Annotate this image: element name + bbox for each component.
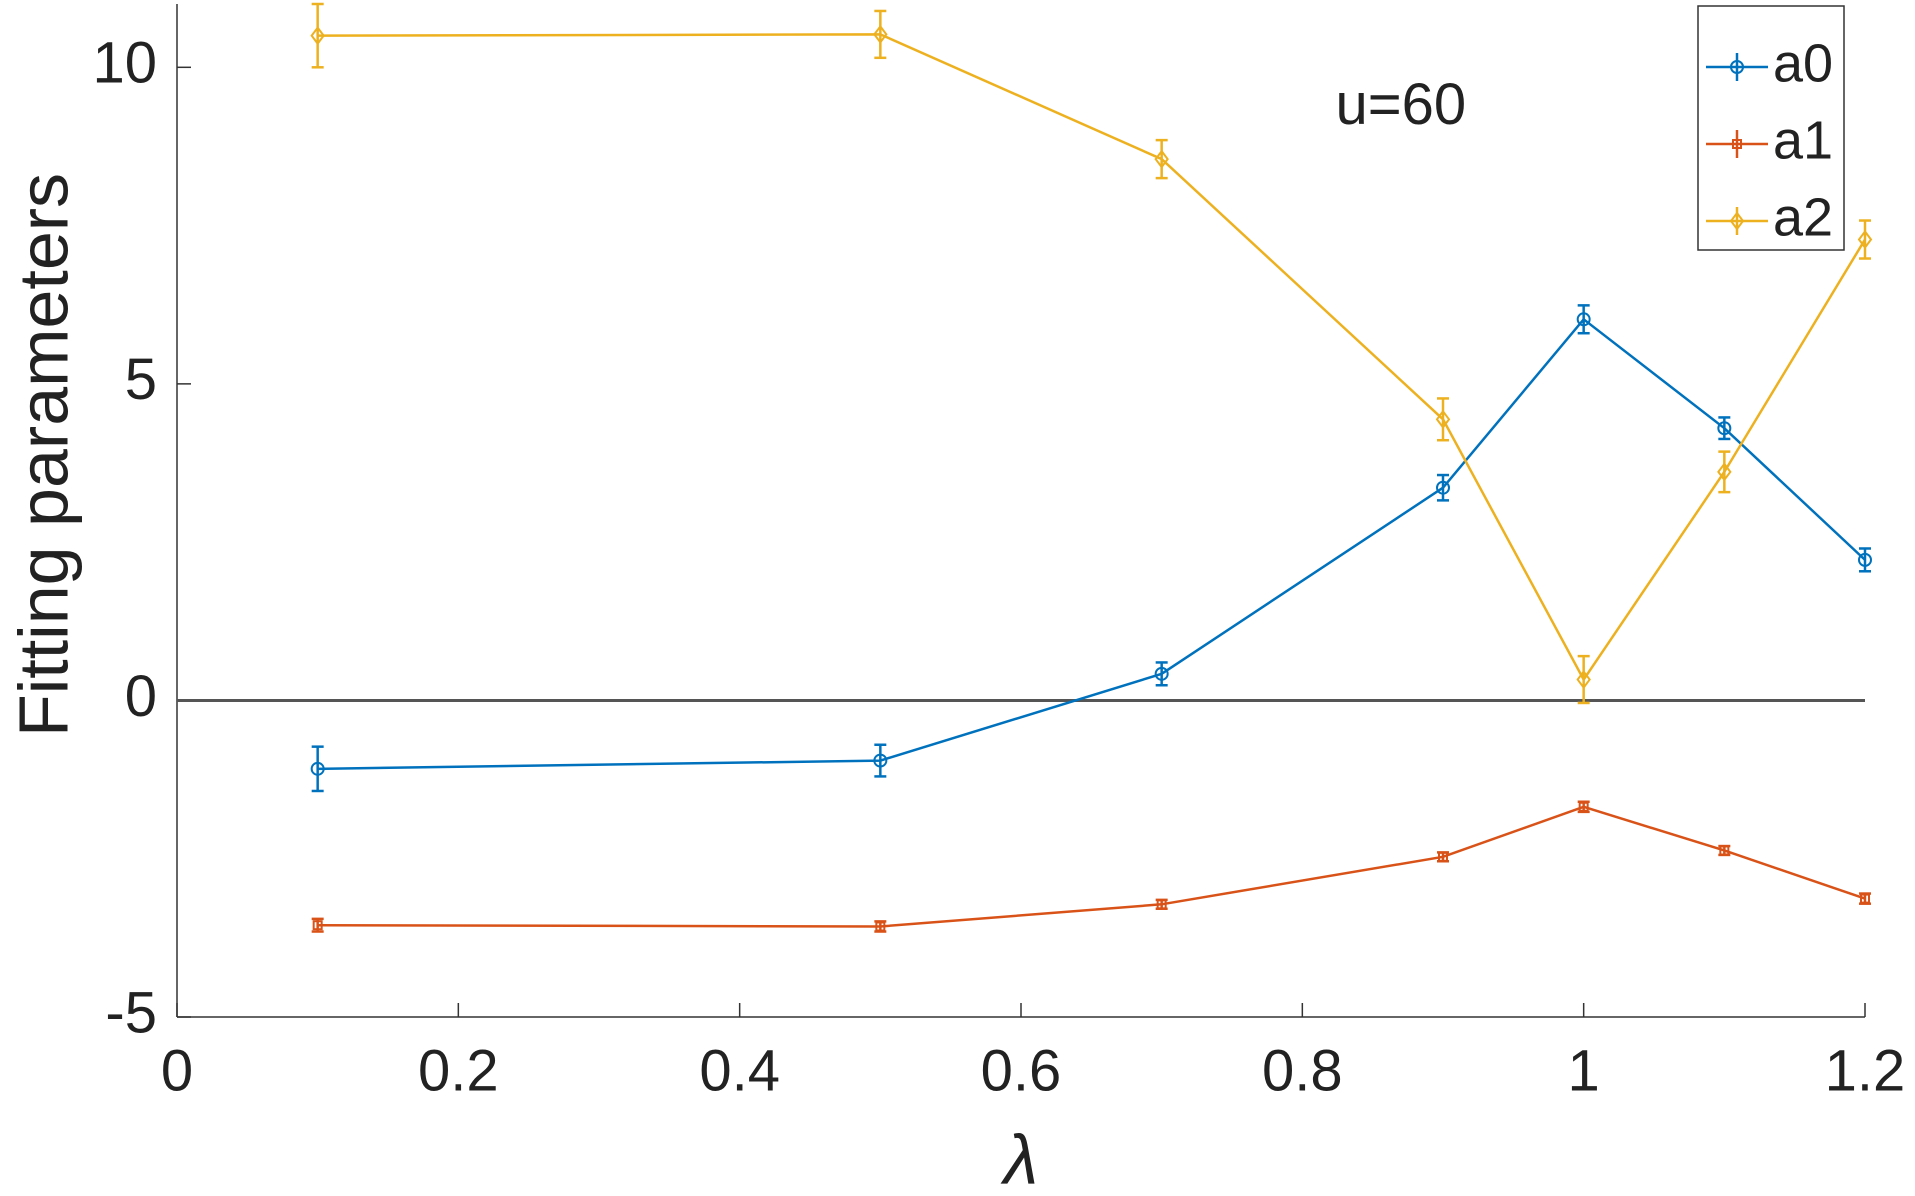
point <box>1860 893 1870 904</box>
x-axis-label: λ <box>1000 1120 1038 1196</box>
legend-marker <box>1729 211 1745 231</box>
error-bar <box>1155 661 1168 687</box>
legend-marker <box>1732 139 1742 149</box>
point <box>1717 421 1732 436</box>
point <box>1576 312 1591 327</box>
point <box>1576 669 1591 690</box>
point <box>1717 462 1732 482</box>
x-tick-label: 1 <box>1568 1038 1600 1103</box>
y-tick-label: -5 <box>105 980 157 1045</box>
point <box>1578 801 1589 812</box>
point <box>1435 409 1451 429</box>
point <box>873 753 888 768</box>
point <box>1438 851 1448 862</box>
x-tick-label: 0.4 <box>699 1038 780 1103</box>
error-bar <box>1859 219 1871 260</box>
legend-box <box>1697 5 1845 251</box>
point <box>1436 480 1450 495</box>
x-tick-label: 1.2 <box>1825 1038 1906 1103</box>
point <box>1857 229 1873 250</box>
error-bar <box>1577 654 1590 705</box>
error-bar <box>1718 450 1731 494</box>
error-bar <box>1577 304 1590 335</box>
x-tick-label: 0.8 <box>1262 1038 1343 1103</box>
error-bar <box>1718 416 1731 441</box>
y-tick-label: 5 <box>125 347 157 412</box>
y-axis-label: Fitting parameters <box>4 173 82 737</box>
error-bar <box>1437 473 1449 502</box>
legend-label: a2 <box>1773 187 1833 247</box>
point <box>875 921 886 932</box>
error-bar <box>1859 547 1871 573</box>
legend-label: a1 <box>1773 110 1833 170</box>
y-tick-label: 10 <box>92 31 157 96</box>
error-bar <box>874 9 887 60</box>
point <box>310 25 325 46</box>
error-bar <box>1437 397 1449 442</box>
point <box>310 761 325 776</box>
annotation: u=60 <box>1335 72 1466 137</box>
error-bar <box>1155 138 1168 180</box>
point <box>1154 666 1169 681</box>
y-tick-label: 0 <box>125 664 157 729</box>
legend-label: a0 <box>1773 33 1833 93</box>
error-bar <box>311 745 324 793</box>
point <box>1719 845 1730 856</box>
error-bar <box>311 2 324 69</box>
legend-marker <box>1730 60 1744 74</box>
point <box>1858 552 1872 567</box>
error-bar <box>874 743 887 778</box>
point <box>1156 899 1167 910</box>
x-tick-label: 0.2 <box>418 1038 499 1103</box>
point <box>873 24 888 45</box>
point <box>1154 149 1169 169</box>
series-line <box>317 805 1866 928</box>
point <box>312 920 323 931</box>
x-tick-label: 0 <box>161 1038 193 1103</box>
x-tick-label: 0.6 <box>981 1038 1062 1103</box>
